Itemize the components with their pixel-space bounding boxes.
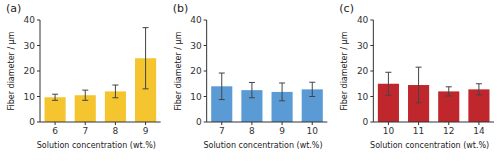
x-tick-label: 7	[82, 126, 88, 136]
error-bar	[52, 94, 58, 100]
y-tick-label: 20	[24, 66, 36, 76]
error-bar	[219, 73, 225, 100]
x-tick-label: 9	[279, 126, 285, 136]
y-tick-label: 0	[29, 117, 35, 127]
x-tick-label: 12	[443, 126, 454, 136]
y-tick-label: 40	[357, 15, 369, 25]
y-tick	[37, 45, 40, 46]
x-tick-label: 6	[52, 126, 58, 136]
y-tick	[370, 96, 373, 97]
y-tick	[204, 122, 207, 123]
y-tick-label: 40	[190, 15, 202, 25]
y-tick	[37, 96, 40, 97]
y-tick-label: 30	[357, 41, 369, 51]
x-tick-label: 14	[473, 126, 485, 136]
y-tick-label: 10	[357, 92, 369, 102]
panel-label: (b)	[173, 2, 189, 15]
x-tick	[145, 122, 146, 125]
marks	[45, 28, 157, 122]
x-tick-label: 10	[383, 126, 395, 136]
error-bar	[446, 87, 452, 96]
x-tick-label: 9	[143, 126, 149, 136]
error-bar	[385, 72, 391, 95]
x-axis-label: Solution concentration (wt.%)	[370, 141, 489, 150]
y-tick	[37, 20, 40, 21]
panel: (c) 0 10 20 30 40 10 11 12 14 Solution concentrati…	[339, 2, 494, 150]
x-tick	[221, 122, 222, 125]
error-bar	[476, 84, 482, 95]
x-axis-label: Solution concentration (wt.%)	[203, 141, 322, 150]
y-axis-label: Fiber diameter / μm	[340, 31, 349, 110]
x-tick-label: 10	[307, 126, 319, 136]
y-tick	[204, 45, 207, 46]
error-bar	[143, 28, 149, 89]
marks	[211, 73, 323, 122]
y-tick-label: 30	[24, 41, 36, 51]
y-tick	[37, 122, 40, 123]
x-tick-label: 8	[249, 126, 255, 136]
panel-label: (a)	[6, 2, 21, 15]
y-tick	[37, 71, 40, 72]
x-tick	[85, 122, 86, 125]
y-tick-label: 20	[357, 66, 369, 76]
x-tick-label: 7	[219, 126, 225, 136]
y-tick	[370, 122, 373, 123]
x-tick	[312, 122, 313, 125]
x-axis-label: Solution concentration (wt.%)	[37, 141, 156, 150]
y-tick-label: 30	[190, 41, 202, 51]
y-tick-label: 40	[24, 15, 36, 25]
panel: (a) 0 10 20 30 40 6 7 8 9 Solution concentration (…	[6, 2, 161, 150]
y-tick	[370, 20, 373, 21]
x-tick	[282, 122, 283, 125]
y-tick	[204, 71, 207, 72]
panel: (b) 0 10 20 30 40 7 8 9 10 Solution concentration …	[173, 2, 328, 150]
error-bar	[112, 85, 118, 98]
y-tick	[370, 45, 373, 46]
y-tick-label: 10	[24, 92, 36, 102]
x-axis	[40, 122, 161, 123]
x-tick-label: 11	[413, 126, 424, 136]
y-tick	[204, 96, 207, 97]
error-bar	[279, 83, 285, 101]
y-axis-label: Fiber diameter / μm	[7, 31, 16, 110]
x-tick	[478, 122, 479, 125]
x-tick	[448, 122, 449, 125]
y-tick	[204, 20, 207, 21]
marks	[378, 67, 490, 122]
y-tick-label: 20	[190, 66, 202, 76]
x-tick	[251, 122, 252, 125]
x-tick	[418, 122, 419, 125]
figure: (a) 0 10 20 30 40 6 7 8 9 Solution concentration (…	[0, 0, 500, 164]
error-bar	[82, 90, 88, 100]
bar	[438, 91, 459, 122]
y-tick-label: 10	[190, 92, 202, 102]
bar	[45, 97, 66, 122]
y-tick	[370, 71, 373, 72]
x-tick	[55, 122, 56, 125]
y-tick-label: 0	[363, 117, 369, 127]
x-axis	[373, 122, 494, 123]
error-bar	[249, 82, 255, 97]
error-bar	[416, 67, 422, 103]
x-axis	[207, 122, 328, 123]
x-tick	[115, 122, 116, 125]
x-tick	[388, 122, 389, 125]
x-tick-label: 8	[113, 126, 119, 136]
y-axis-label: Fiber diameter / μm	[174, 31, 183, 110]
panel-label: (c)	[339, 2, 354, 15]
error-bar	[309, 82, 315, 96]
y-tick-label: 0	[196, 117, 202, 127]
